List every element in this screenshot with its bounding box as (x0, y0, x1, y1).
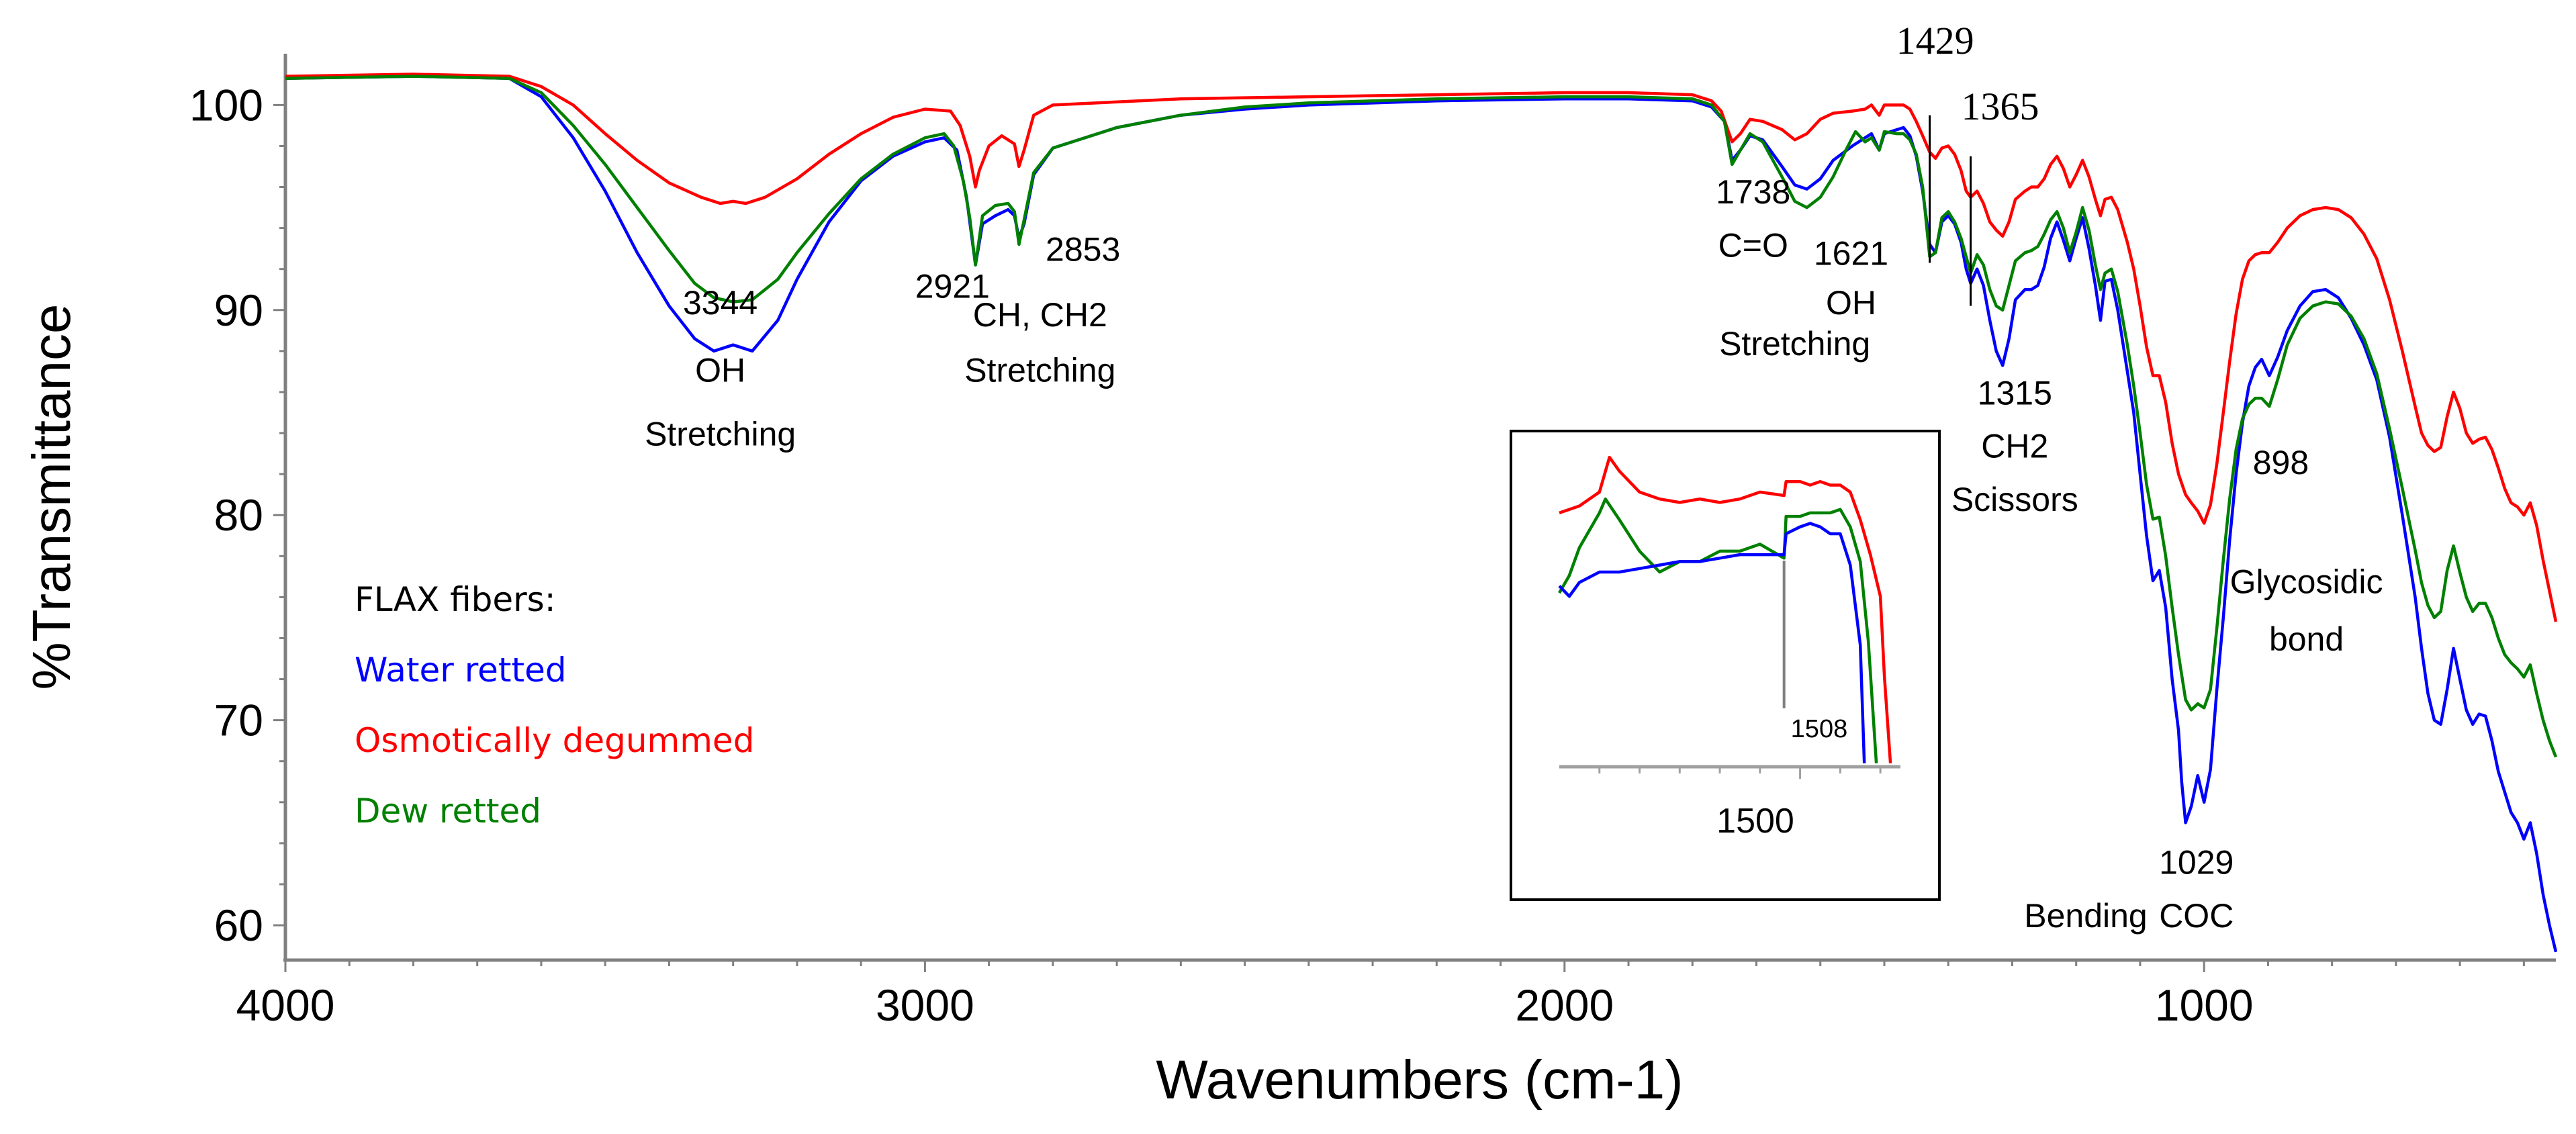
annotation-2853: 2853 (1046, 230, 1120, 268)
annotation-bending: Bending (2024, 897, 2148, 935)
annotation-1621: 1621 (1814, 235, 1888, 273)
annotation-glycosidic: Glycosidic (2230, 563, 2383, 600)
annotation-1738: 1738 (1716, 173, 1790, 211)
annotation-stretching: Stretching (645, 415, 796, 453)
annotation-oh: OH (1826, 284, 1876, 322)
axes (283, 54, 2556, 962)
inset-ticks (1598, 767, 1882, 779)
x-tick-label-2000: 2000 (1515, 980, 1614, 1030)
y-tick-label-70: 70 (214, 696, 263, 745)
inset-zoom: 1508 1500 (1510, 430, 1941, 901)
annotation-898: 898 (2253, 444, 2309, 481)
annotation-scissors: Scissors (1951, 481, 2078, 518)
ticks (273, 103, 2525, 972)
series-line-dew-retted (285, 75, 2558, 758)
series-line-osmotically-degummed (285, 73, 2558, 622)
y-tick-label-80: 80 (214, 490, 263, 540)
legend-entry-dew-retted: Dew retted (355, 792, 541, 831)
tick-labels: 4000 3000 2000 1000 60 70 80 90 100 (189, 80, 2254, 1030)
annotation-stretching: Stretching (1719, 325, 1870, 363)
annotation-1029: 1029 (2159, 844, 2234, 882)
x-tick-label-3000: 3000 (876, 980, 974, 1030)
legend-entry-osmotically-degummed: Osmotically degummed (355, 721, 754, 760)
inset-series-line-osmotically-degummed (1559, 455, 1892, 763)
annotation-1315: 1315 (1978, 374, 2052, 412)
annotation-c-o: C=O (1718, 226, 1788, 264)
annotation-oh: OH (695, 352, 745, 389)
inset-x-tick-label: 1500 (1716, 802, 1794, 841)
x-tick-label-4000: 4000 (236, 980, 335, 1030)
y-axis-title: %Transmittance (21, 304, 81, 690)
legend-title: FLAX fibers: (355, 580, 556, 619)
x-axis-title: Wavenumbers (cm-1) (1156, 1049, 1683, 1111)
annotation-2921: 2921 (915, 267, 990, 305)
marker-label-1365: 1365 (1962, 85, 2039, 128)
marker-label-1429: 1429 (1896, 19, 1974, 62)
annotation-bond: bond (2269, 620, 2344, 658)
annotation-3344: 3344 (683, 284, 757, 322)
series-line-water-retted (285, 75, 2558, 953)
inset-series-line-water-retted (1558, 522, 1866, 763)
inset-frame (1510, 430, 1941, 901)
y-tick-label-100: 100 (189, 80, 263, 130)
marker-lines: 1429 1365 (1896, 19, 2039, 306)
y-tick-label-90: 90 (214, 285, 263, 335)
annotation-ch-ch2: CH, CH2 (973, 296, 1107, 334)
inset-series-group (1558, 455, 1892, 763)
x-tick-label-1000: 1000 (2155, 980, 2254, 1030)
annotation-ch2: CH2 (1981, 428, 2048, 465)
y-tick-label-60: 60 (214, 900, 263, 950)
annotation-stretching: Stretching (964, 352, 1115, 389)
legend-entry-water-retted: Water retted (355, 651, 567, 690)
inset-annotation-1508: 1508 (1791, 715, 1848, 743)
series-group (285, 73, 2558, 953)
inset-series-line-dew-retted (1558, 497, 1878, 763)
annotation-coc: COC (2159, 897, 2234, 935)
legend: FLAX fibers: Water retted Osmotically de… (355, 580, 754, 831)
